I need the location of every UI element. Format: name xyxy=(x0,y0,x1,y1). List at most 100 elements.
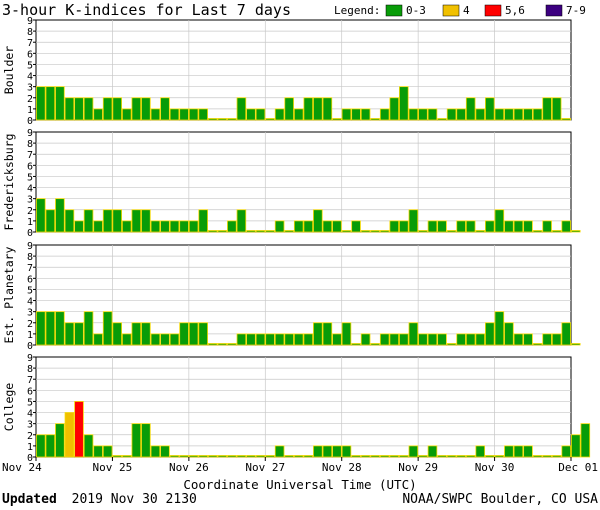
bar xyxy=(112,322,122,346)
bar xyxy=(542,455,552,458)
y-axis-label: Fredericksburg xyxy=(2,134,16,231)
bar xyxy=(504,108,514,121)
bar xyxy=(418,455,428,458)
bar xyxy=(504,220,514,233)
bar xyxy=(227,118,237,121)
panels: 0123456789Boulder0123456789Fredericksbur… xyxy=(2,16,591,464)
bar xyxy=(446,343,457,346)
bar xyxy=(55,423,65,458)
bar xyxy=(408,209,419,233)
bar xyxy=(513,333,524,346)
bar xyxy=(274,108,285,121)
bar xyxy=(198,322,208,346)
bar xyxy=(188,322,199,346)
y-tick-label: 5 xyxy=(27,397,33,408)
bar xyxy=(150,108,161,121)
bar xyxy=(207,455,218,458)
bar xyxy=(571,343,581,346)
x-tick-label: Nov 25 xyxy=(93,461,133,474)
y-tick-label: 7 xyxy=(27,150,33,161)
bar xyxy=(55,198,65,233)
bar xyxy=(456,333,466,346)
bar xyxy=(217,230,228,233)
bar xyxy=(351,108,361,121)
y-tick-label: 0 xyxy=(27,228,33,239)
bar xyxy=(513,220,524,233)
bar xyxy=(141,423,151,458)
bar xyxy=(150,333,161,346)
bar xyxy=(265,333,275,346)
bar xyxy=(207,343,218,346)
bar xyxy=(542,220,552,233)
bar xyxy=(551,333,562,346)
bar xyxy=(64,412,75,458)
chart-title: 3-hour K-indices for Last 7 days xyxy=(2,1,291,19)
y-axis-label: Boulder xyxy=(2,46,16,95)
bar xyxy=(370,230,380,233)
bar xyxy=(36,198,46,233)
bar xyxy=(399,220,409,233)
bar xyxy=(389,333,400,346)
bar xyxy=(293,333,304,346)
bar xyxy=(399,455,409,458)
bar xyxy=(141,97,151,121)
bar xyxy=(188,220,199,233)
bar xyxy=(293,108,304,121)
bar xyxy=(227,220,237,233)
bar xyxy=(485,220,495,233)
bar xyxy=(475,108,486,121)
bar xyxy=(121,220,132,233)
bar xyxy=(542,97,552,121)
bar xyxy=(427,445,438,458)
y-tick-label: 3 xyxy=(27,420,33,431)
bar xyxy=(465,220,476,233)
bar xyxy=(284,333,294,346)
x-tick-label: Nov 30 xyxy=(475,461,515,474)
y-tick-label: 9 xyxy=(27,241,33,252)
bar xyxy=(437,455,447,458)
bar xyxy=(236,209,247,233)
bar xyxy=(418,230,428,233)
y-tick-label: 2 xyxy=(27,431,33,442)
x-tick-label: Nov 27 xyxy=(245,461,285,474)
bar xyxy=(418,108,428,121)
bar xyxy=(112,97,122,121)
y-tick-label: 7 xyxy=(27,375,33,386)
bar xyxy=(399,86,409,121)
y-tick-label: 2 xyxy=(27,206,33,217)
x-tick-label: Nov 24 xyxy=(2,461,42,474)
bar xyxy=(112,455,122,458)
bar xyxy=(485,97,495,121)
bar xyxy=(93,333,103,346)
bar xyxy=(561,322,572,346)
bar xyxy=(322,97,333,121)
bar xyxy=(141,209,151,233)
bar xyxy=(580,423,591,458)
bar xyxy=(246,333,256,346)
x-axis-tick-labels: Nov 24 Nov 25 Nov 26 Nov 27 Nov 28 Nov 29 Nov … xyxy=(2,457,598,474)
bar xyxy=(45,311,56,346)
bar xyxy=(532,455,543,458)
bar xyxy=(217,343,228,346)
bar xyxy=(55,86,65,121)
bar xyxy=(485,455,495,458)
bar xyxy=(188,455,199,458)
bar xyxy=(55,311,65,346)
bar xyxy=(102,209,113,233)
bar xyxy=(532,108,543,121)
bar xyxy=(179,455,189,458)
y-tick-label: 4 xyxy=(27,72,33,83)
y-tick-label: 0 xyxy=(27,116,33,127)
bar xyxy=(150,445,161,458)
y-tick-label: 7 xyxy=(27,263,33,274)
bar xyxy=(74,322,84,346)
bar xyxy=(446,108,457,121)
legend: Legend: 0-3 4 5,6 7-9 xyxy=(334,4,586,17)
bar xyxy=(169,333,180,346)
y-tick-label: 7 xyxy=(27,38,33,49)
y-tick-label: 8 xyxy=(27,27,33,38)
bar xyxy=(303,455,314,458)
